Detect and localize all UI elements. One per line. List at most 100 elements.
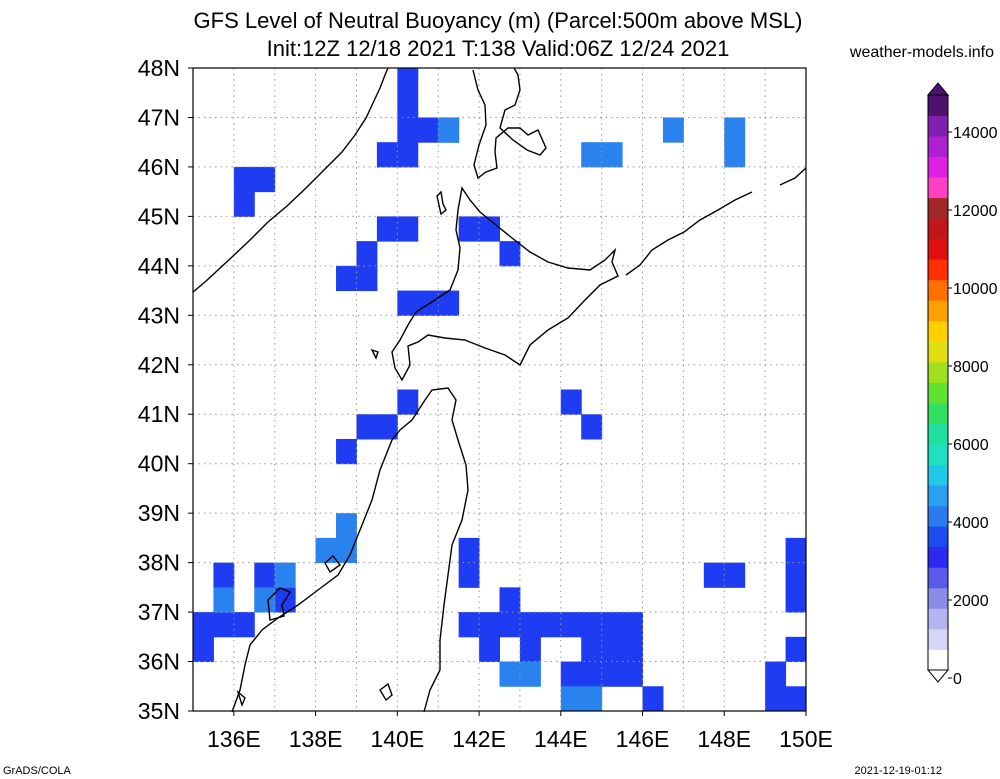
field-cell-blue xyxy=(765,661,787,687)
colorbar-label: 4000 xyxy=(953,515,989,532)
longitude-axis: 136E 138E 140E 142E 144E 146E 148E 150E xyxy=(207,711,833,752)
field-cell-lightblue xyxy=(560,686,582,712)
field-cell-blue xyxy=(581,661,603,687)
field-cell-blue xyxy=(785,587,807,613)
colorbar-segment xyxy=(928,403,948,424)
colorbar-label: 14000 xyxy=(953,125,998,142)
colorbar-segment xyxy=(928,320,948,342)
field-cell-blue xyxy=(417,117,439,143)
colorbar-segment xyxy=(928,136,948,158)
field-cell-lightblue xyxy=(213,587,235,613)
field-cell-blue xyxy=(642,686,664,712)
lat-tick-label: 42N xyxy=(138,352,180,378)
field-cell-blue xyxy=(356,265,378,292)
lon-tick-label: 148E xyxy=(697,726,751,752)
lon-tick-label: 144E xyxy=(534,726,588,752)
field-cell-lightblue xyxy=(315,537,337,564)
lon-tick-label: 136E xyxy=(207,726,261,752)
colorbar-segment xyxy=(928,341,948,363)
colorbar-segment xyxy=(928,628,948,650)
field-cell-lightblue xyxy=(662,117,684,143)
field-cell-lightblue xyxy=(254,587,276,613)
lat-tick-label: 38N xyxy=(138,550,180,576)
lat-tick-label: 45N xyxy=(138,203,180,229)
field-cell-lightblue xyxy=(438,117,460,143)
field-cell-blue xyxy=(336,265,357,292)
colorbar-segment xyxy=(928,505,948,527)
field-cell-lightblue xyxy=(336,513,357,539)
field-cell-blue xyxy=(458,612,480,638)
colorbar-segment xyxy=(928,115,948,137)
field-cell-blue xyxy=(479,636,500,663)
software-credit: GrADS/COLA xyxy=(3,765,71,777)
field-cell-blue xyxy=(785,636,807,663)
field-cell-blue xyxy=(397,117,419,143)
field-cell-blue xyxy=(540,612,562,638)
field-cell-blue xyxy=(458,537,480,564)
field-cell-lightblue xyxy=(581,142,603,168)
colorbar-segment xyxy=(928,259,948,281)
colorbar-segment xyxy=(928,95,948,116)
field-cell-lightblue xyxy=(336,537,357,564)
latitude-axis: 35N 36N 37N 38N 39N 40N 41N 42N 43N 44N 45N 46N 47N 4… xyxy=(138,55,193,724)
field-cell-blue xyxy=(479,216,500,242)
field-cell-lightblue xyxy=(274,562,296,588)
colorbar-segment xyxy=(928,464,948,486)
field-cell-blue xyxy=(397,290,419,316)
field-cell-blue xyxy=(560,389,582,415)
field-cell-blue xyxy=(785,686,807,712)
colorbar-segment xyxy=(928,382,948,404)
lat-tick-label: 40N xyxy=(138,451,180,477)
field-cell-blue xyxy=(193,636,214,663)
field-cell-blue xyxy=(499,587,521,613)
field-cell-lightblue xyxy=(601,142,623,168)
lat-tick-label: 37N xyxy=(138,599,180,625)
colorbar-segment xyxy=(928,526,948,548)
coastline xyxy=(192,67,807,713)
colorbar: 0 2000 4000 6000 8000 10000 12000 14000 xyxy=(926,82,998,688)
field-cell-blue xyxy=(785,537,807,564)
field-cell-blue xyxy=(479,612,500,638)
colorbar-segment xyxy=(928,156,948,178)
field-cell-blue xyxy=(376,142,398,168)
field-cell-blue xyxy=(703,562,725,588)
field-cell-blue xyxy=(724,562,746,588)
colorbar-segment xyxy=(928,485,948,507)
field-cell-blue xyxy=(560,661,582,687)
colorbar-segment xyxy=(928,361,948,383)
colorbar-segment xyxy=(928,608,948,630)
field-cell-lightblue xyxy=(519,661,541,687)
lat-tick-label: 35N xyxy=(138,698,180,724)
colorbar-segment xyxy=(928,177,948,199)
lat-tick-label: 47N xyxy=(138,104,180,130)
colorbar-segment xyxy=(928,279,948,301)
field-cell-blue xyxy=(765,686,787,712)
field-cell-blue xyxy=(213,612,235,638)
site-credit: weather-models.info xyxy=(849,44,994,61)
colorbar-segment xyxy=(928,649,948,671)
lon-tick-label: 150E xyxy=(779,726,833,752)
lat-tick-label: 46N xyxy=(138,154,180,180)
field-cell-blue xyxy=(233,166,255,193)
colorbar-label: 0 xyxy=(953,671,962,688)
colorbar-segment xyxy=(928,218,948,240)
field-cell-blue xyxy=(581,636,603,663)
field-cell-blue xyxy=(581,414,603,440)
colorbar-segment xyxy=(928,238,948,260)
field-cell-blue xyxy=(376,414,398,440)
field-cell-blue xyxy=(397,92,419,118)
field-cell-blue xyxy=(397,68,419,94)
field-cell-lightblue xyxy=(499,661,521,687)
field-cell-blue xyxy=(601,636,623,663)
map-title-line2: Init:12Z 12/18 2021 T:138 Valid:06Z 12/2… xyxy=(266,36,730,61)
field-cell-blue xyxy=(397,216,419,242)
colorbar-label: 8000 xyxy=(953,359,989,376)
lat-tick-label: 41N xyxy=(138,401,180,427)
field-cell-blue xyxy=(438,290,460,316)
field-cell-blue xyxy=(560,612,582,638)
lat-tick-label: 36N xyxy=(138,649,180,675)
field-cell-blue xyxy=(213,562,235,588)
map-title-line1: GFS Level of Neutral Buoyancy (m) (Parce… xyxy=(193,8,803,33)
field-cell-blue xyxy=(376,216,398,242)
